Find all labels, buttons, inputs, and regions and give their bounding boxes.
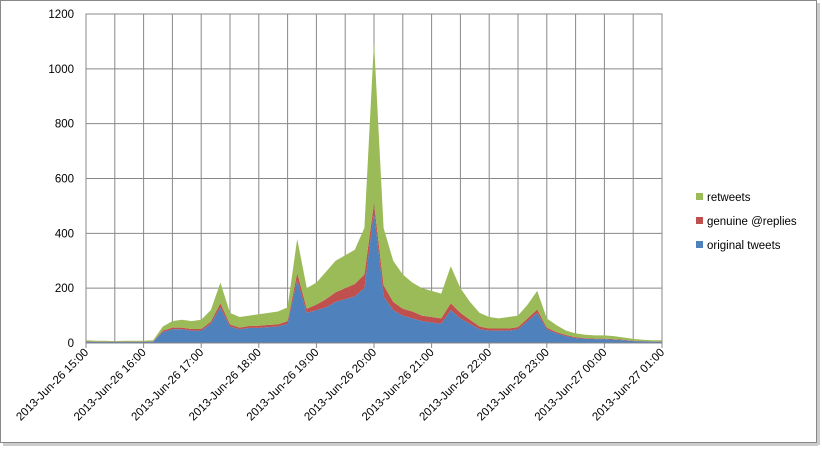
y-tick-label: 800: [55, 119, 74, 131]
legend-label: retweets: [707, 192, 751, 204]
area: [86, 41, 662, 342]
area: [86, 211, 662, 343]
legend-label: original tweets: [707, 240, 781, 252]
y-tick-label: 600: [55, 174, 74, 186]
legend-swatch: [696, 193, 703, 200]
y-tick-label: 400: [55, 228, 74, 240]
legend-swatch: [696, 241, 703, 248]
legend-label: genuine @replies: [707, 216, 797, 228]
y-tick-label: 1000: [48, 64, 74, 76]
y-tick-label: 0: [68, 338, 74, 350]
y-tick-label: 1200: [48, 9, 74, 21]
y-tick-label: 200: [55, 283, 74, 295]
legend-swatch: [696, 217, 703, 224]
